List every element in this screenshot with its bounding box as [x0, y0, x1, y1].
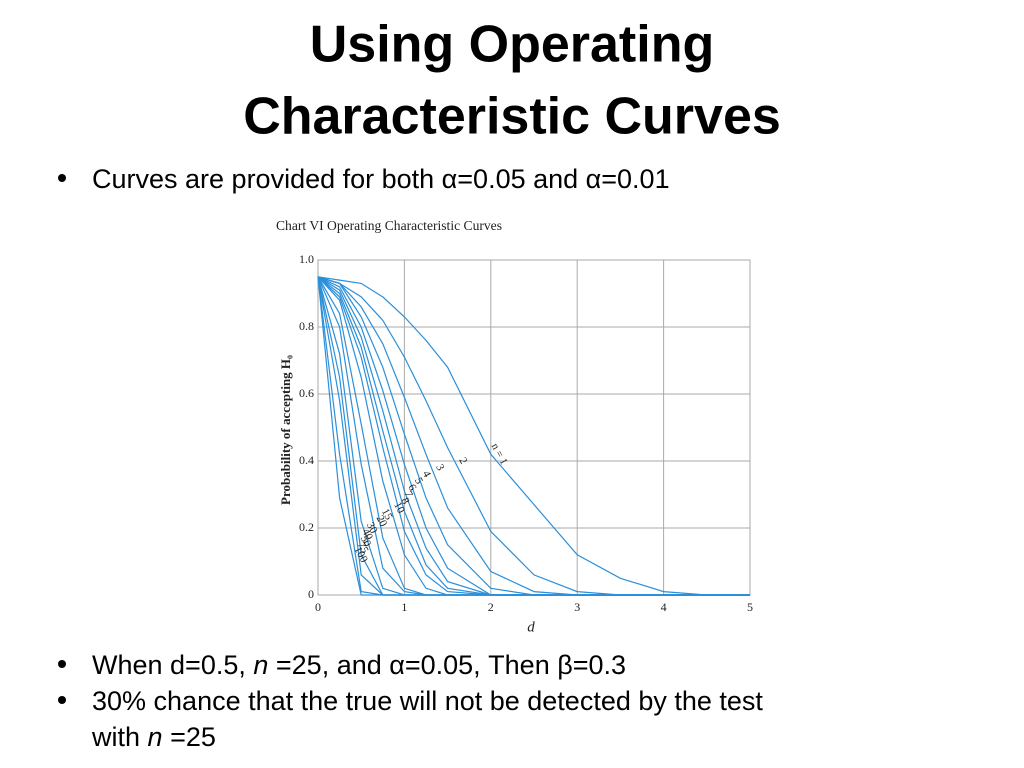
oc-curve	[317, 276, 750, 596]
y-tick-label: 0.4	[299, 453, 314, 467]
bullet-part: n	[253, 650, 268, 680]
curve-label: 5	[412, 476, 425, 487]
curve-label: 6	[405, 482, 418, 493]
slide-title: Characteristic Curves	[243, 88, 781, 146]
bullet-part: Curves are provided for both α=0.05 and …	[92, 164, 670, 194]
oc-curve	[317, 276, 750, 596]
oc-curve	[317, 276, 750, 596]
y-tick-label: 0.6	[299, 386, 314, 400]
oc-curve	[317, 276, 750, 596]
curve-label: 3	[433, 462, 446, 473]
x-tick-label: 0	[315, 600, 321, 614]
bullet-dot	[58, 660, 66, 668]
oc-curve	[317, 276, 750, 596]
curve-label: n = 1	[489, 441, 510, 467]
oc-curve	[317, 276, 750, 596]
y-axis-label: Probability of accepting H₀	[278, 355, 293, 505]
y-tick-label: 0	[308, 587, 314, 601]
bullet-part: 30% chance that the true will not be det…	[92, 686, 763, 716]
oc-curve	[317, 276, 750, 596]
y-tick-label: 0.2	[299, 520, 314, 534]
y-tick-label: 0.8	[299, 319, 314, 333]
x-tick-label: 4	[661, 600, 667, 614]
curve-label: 4	[420, 469, 433, 480]
bullet-text: with n =25	[91, 722, 216, 752]
x-tick-label: 3	[574, 600, 580, 614]
oc-curve	[317, 276, 750, 596]
bullet-text: 30% chance that the true will not be det…	[92, 686, 763, 716]
bullet-part: When d=0.5,	[92, 650, 253, 680]
x-tick-label: 5	[747, 600, 753, 614]
oc-curve	[317, 276, 750, 596]
bullet-part: n	[148, 722, 163, 752]
bullet-dot	[58, 696, 66, 704]
oc-curve	[317, 276, 750, 596]
x-tick-label: 1	[401, 600, 407, 614]
bullet-part: =25	[163, 722, 216, 752]
plot-area	[317, 259, 751, 596]
slide-title: Using Operating	[310, 16, 714, 74]
bullet-part: =25, and α=0.05, Then β=0.3	[268, 650, 626, 680]
oc-curve	[317, 276, 750, 596]
x-axis-label: d	[527, 619, 535, 635]
oc-curve	[317, 276, 750, 596]
x-tick-label: 2	[488, 600, 494, 614]
bullet-text: When d=0.5, n =25, and α=0.05, Then β=0.…	[92, 650, 626, 680]
y-tick-label: 1.0	[299, 252, 314, 266]
oc-curve	[317, 276, 750, 596]
oc-curve	[317, 276, 750, 596]
bullet-dot	[58, 174, 66, 182]
curve-label: 2	[456, 456, 469, 466]
bullet-text: Curves are provided for both α=0.05 and …	[92, 164, 670, 194]
bullet-part: with	[91, 722, 148, 752]
curve-label: 8	[398, 496, 411, 507]
curve-label: 7	[402, 489, 415, 500]
chart-title: Chart VI Operating Characteristic Curves	[276, 219, 502, 234]
oc-curve	[317, 276, 750, 596]
oc-curve	[317, 276, 750, 596]
